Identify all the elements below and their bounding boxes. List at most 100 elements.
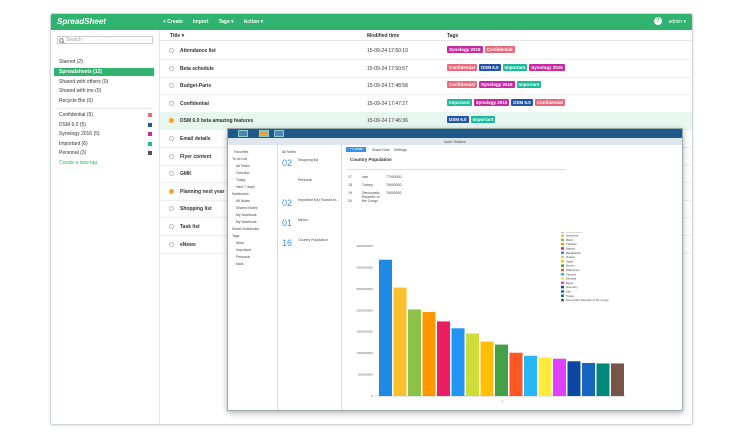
legend-swatch: [561, 238, 564, 242]
table-row[interactable]: Budget-Paris 15-09-24 17:48:58 Confidentia…: [160, 77, 692, 96]
note-item-title[interactable]: Country Population: [298, 238, 328, 242]
share-note-button[interactable]: Share Note: [372, 148, 390, 152]
bar: [553, 358, 566, 396]
sidebar-item-recycle-bin[interactable]: Recycle Bin (0): [59, 98, 93, 104]
nav-item[interactable]: All Notes: [236, 199, 251, 203]
note-date: 16: [282, 238, 293, 248]
tag-badge[interactable]: Important: [447, 98, 472, 106]
table-row[interactable]: Confidential 15-09-24 17:47:27 Important Sy…: [160, 95, 692, 113]
note-title: Country Population: [350, 157, 392, 162]
tag-badge[interactable]: Synology 2016: [529, 63, 565, 71]
sidebar-item-shared-with-me[interactable]: Shared with me (0): [59, 88, 102, 94]
tag-badge[interactable]: DSM 6.0: [447, 116, 469, 124]
star-icon[interactable]: [169, 153, 174, 159]
user-menu[interactable]: admin ▾: [668, 19, 686, 25]
nav-item[interactable]: My Notebook: [236, 220, 257, 224]
nav-item[interactable]: Overdue: [236, 171, 250, 175]
column-title[interactable]: Title ▾: [170, 33, 185, 39]
nav-item[interactable]: To do List: [232, 157, 247, 161]
tag-badge[interactable]: Synology 2016: [479, 81, 515, 89]
legend-swatch: [561, 268, 564, 272]
star-icon[interactable]: [169, 136, 174, 141]
star-icon[interactable]: [169, 83, 174, 89]
tag-label: Confidential (5): [59, 112, 93, 118]
tag-badge[interactable]: Confidential: [447, 81, 477, 89]
app-icon[interactable]: [274, 130, 284, 137]
tag-badge[interactable]: Confidential: [534, 98, 565, 106]
note-item-title[interactable]: Personal: [298, 178, 312, 182]
tag-badge[interactable]: Important: [470, 116, 496, 124]
star-icon[interactable]: [169, 206, 174, 212]
row-title: Budget-Paris: [180, 83, 212, 90]
legend-swatch: [561, 285, 564, 289]
nav-item[interactable]: Notebooks: [232, 192, 249, 196]
table-row[interactable]: Attendance list 15-09-24 17:50:10 Synology…: [160, 42, 692, 60]
editor-toolbar[interactable]: [346, 166, 566, 170]
star-icon[interactable]: [169, 100, 174, 106]
main-menu-icon[interactable]: [238, 130, 248, 137]
y-tick-label: 500000000: [358, 373, 373, 377]
nav-item[interactable]: Next 7 days: [236, 185, 255, 189]
note-item-title[interactable]: Memo: [298, 218, 308, 222]
sidebar-tag-personal[interactable]: Personal (3): [54, 149, 154, 157]
app-icon[interactable]: [259, 130, 269, 137]
tags-menu[interactable]: Tags ▾: [218, 19, 234, 25]
tag-badge[interactable]: Confidential: [447, 63, 477, 71]
nav-item[interactable]: Tags: [232, 234, 240, 238]
sidebar-item-shared-with-others[interactable]: Shared with others (0): [59, 79, 109, 85]
star-icon[interactable]: [169, 224, 174, 229]
nav-item[interactable]: Idols: [236, 262, 244, 266]
window-title: Note Station: [228, 138, 682, 145]
sidebar-item-spreadsheets[interactable]: Spreadsheets (12): [54, 68, 154, 76]
sidebar-tag-dsm[interactable]: DSM 6.0 (5): [54, 121, 154, 129]
row-modified: 15-09-24 17:50:10: [367, 48, 408, 54]
import-button[interactable]: Import: [192, 19, 209, 25]
nav-item[interactable]: Shared Notes: [236, 206, 258, 210]
row-modified: 15-09-24 17:46:36: [367, 118, 408, 125]
note-item-title[interactable]: Important Key Factors fo...: [298, 198, 340, 202]
tag-badge[interactable]: Important: [502, 63, 528, 71]
tag-badge[interactable]: Synology 2016: [473, 98, 510, 106]
bar: [538, 357, 552, 396]
search-input[interactable]: Search: [57, 36, 153, 44]
action-menu[interactable]: Action ▾: [243, 19, 264, 25]
legend-swatch: [561, 255, 564, 259]
legend-swatch: [561, 234, 564, 237]
tag-badge[interactable]: DSM 6.0: [479, 63, 501, 71]
help-icon[interactable]: ?: [654, 17, 662, 25]
note-item-title[interactable]: Shopping list: [298, 158, 319, 162]
table-cell-population: 76000000: [386, 183, 402, 187]
tag-badge[interactable]: Important: [516, 81, 542, 89]
nav-item[interactable]: My Notebook: [236, 213, 257, 217]
settings-button[interactable]: Settings: [394, 148, 407, 152]
sidebar-tag-important[interactable]: Important (6): [54, 140, 154, 148]
tag-badge[interactable]: DSM 6.0: [511, 98, 533, 106]
nav-item[interactable]: Personal: [236, 255, 250, 259]
create-button[interactable]: + Create: [163, 19, 183, 25]
note-editor: + Create Share Note Settings Country Pop…: [342, 145, 682, 410]
create-tag-link[interactable]: Create a new tag: [59, 160, 98, 166]
create-note-button[interactable]: + Create: [346, 147, 366, 152]
sidebar-tag-confidential[interactable]: Confidential (5): [54, 111, 154, 119]
star-icon[interactable]: [169, 171, 174, 177]
star-icon[interactable]: [169, 118, 174, 124]
legend-label: Pakistan: [566, 242, 577, 246]
table-cell-country: Iran: [362, 175, 369, 179]
nav-item[interactable]: Smart Notebooks: [232, 227, 260, 231]
star-icon[interactable]: [169, 188, 174, 194]
nav-item[interactable]: Important: [236, 248, 251, 252]
nav-item[interactable]: Today: [236, 178, 246, 182]
sidebar-tag-synology[interactable]: Synology 2016 (5): [54, 130, 154, 138]
tag-badge[interactable]: Confidential: [484, 46, 515, 53]
tag-badge[interactable]: Synology 2016: [447, 46, 483, 53]
star-icon[interactable]: [169, 241, 174, 247]
star-icon[interactable]: [169, 65, 174, 71]
nav-item[interactable]: Work: [236, 241, 245, 245]
column-modified[interactable]: Modified time: [367, 33, 400, 39]
table-cell-country: Turkey: [362, 183, 373, 187]
nav-item[interactable]: All Tasks: [236, 164, 250, 168]
list-pane-title: All Notes: [282, 150, 297, 154]
sidebar-item-starred[interactable]: Starred (2): [59, 59, 83, 65]
star-icon[interactable]: [169, 48, 174, 53]
table-row[interactable]: Beta schedule 15-09-24 17:50:57 Confidenti…: [160, 60, 692, 78]
